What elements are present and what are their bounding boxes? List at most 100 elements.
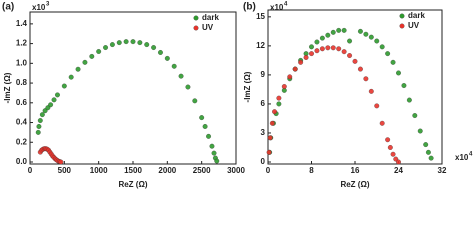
x-tick-label: 500 (58, 166, 72, 175)
plot-frame (29, 11, 237, 165)
plot-frame (267, 9, 443, 165)
data-point (171, 63, 177, 69)
data-point (158, 50, 163, 55)
data-point (347, 38, 353, 44)
data-point (75, 66, 81, 72)
data-point (39, 112, 45, 118)
data-point (269, 120, 275, 126)
data-point (89, 53, 95, 59)
data-point (103, 45, 108, 50)
data-point (123, 39, 129, 45)
data-point (314, 48, 320, 54)
data-point (51, 97, 57, 103)
data-point (202, 124, 208, 129)
data-point (266, 149, 272, 155)
data-point (352, 58, 358, 64)
data-point (48, 102, 54, 108)
data-point (151, 45, 157, 50)
data-point (390, 59, 396, 65)
data-point (341, 27, 347, 33)
panel-label: (a) (2, 2, 14, 13)
x-axis-label: ReZ (Ω) (340, 180, 369, 189)
y-tick-label: 0.4 (16, 118, 28, 127)
legend-label: UV (408, 21, 420, 30)
x-tick-label: 16 (351, 166, 360, 175)
data-point (314, 39, 320, 45)
legend-marker (193, 25, 199, 31)
data-point (309, 51, 314, 57)
data-point (272, 109, 277, 115)
panel-label: (b) (243, 2, 256, 13)
legend-label: dark (202, 13, 219, 22)
data-point (303, 55, 309, 60)
x-tick-label: 32 (438, 166, 447, 175)
data-point (267, 135, 273, 141)
data-point (336, 46, 342, 52)
data-point (390, 151, 396, 157)
y-tick-label: 15 (256, 12, 265, 21)
data-point (401, 83, 407, 88)
data-point (396, 159, 401, 165)
data-point (178, 73, 184, 79)
y-multiplier-exponent: 3 (46, 2, 50, 8)
x-tick-label: 0 (266, 166, 271, 175)
data-point (336, 27, 342, 33)
data-point (298, 59, 304, 65)
y-tick-label: 6 (261, 99, 266, 108)
x-tick-label: 3000 (227, 166, 245, 175)
data-point (199, 115, 205, 121)
data-point (325, 32, 331, 38)
data-point (109, 42, 115, 48)
data-point (387, 145, 393, 150)
x-multiplier: x10 (455, 153, 469, 162)
data-point (347, 53, 353, 58)
x-tick-label: 24 (394, 166, 403, 175)
data-point (82, 59, 88, 65)
legend-marker (399, 23, 405, 29)
data-point (385, 137, 391, 143)
data-point (276, 101, 282, 107)
data-point (68, 74, 74, 80)
data-point (211, 150, 217, 156)
data-point (130, 39, 136, 45)
data-point (357, 66, 363, 72)
legend-marker (399, 13, 405, 19)
data-point (374, 38, 380, 44)
y-tick-label: 0 (261, 157, 266, 166)
data-point (37, 118, 43, 124)
data-point (325, 45, 331, 51)
data-point (214, 158, 220, 164)
y-tick-label: 12 (256, 41, 265, 50)
data-point (341, 49, 347, 55)
legend-label: dark (408, 11, 425, 20)
data-point (137, 40, 143, 46)
y-tick-label: 1.2 (16, 39, 28, 48)
y-axis-label: -ImZ (Ω) (3, 72, 12, 103)
y-tick-label: 9 (261, 70, 266, 79)
data-point (319, 46, 325, 52)
y-tick-label: 3 (261, 128, 266, 137)
data-point (206, 133, 211, 139)
y-axis-label: -ImZ (Ω) (243, 71, 252, 102)
data-point (330, 45, 336, 51)
data-point (185, 84, 191, 90)
data-point (368, 88, 374, 94)
data-point (363, 76, 369, 82)
y-tick-label: 0.0 (16, 157, 28, 166)
y-tick-label: 0.2 (16, 137, 28, 146)
y-multiplier: x10 (270, 3, 284, 12)
data-point (276, 95, 282, 101)
x-tick-label: 1500 (124, 166, 142, 175)
x-tick-label: 8 (309, 166, 314, 175)
legend-marker (193, 15, 199, 21)
x-tick-label: 2000 (158, 166, 176, 175)
data-point (330, 29, 336, 35)
data-point (96, 49, 102, 54)
data-point (406, 97, 412, 103)
data-point (192, 98, 198, 104)
data-point (396, 70, 401, 76)
data-point (368, 34, 374, 40)
data-point (55, 92, 60, 98)
data-point (357, 28, 363, 34)
y-multiplier: x10 (32, 3, 46, 12)
